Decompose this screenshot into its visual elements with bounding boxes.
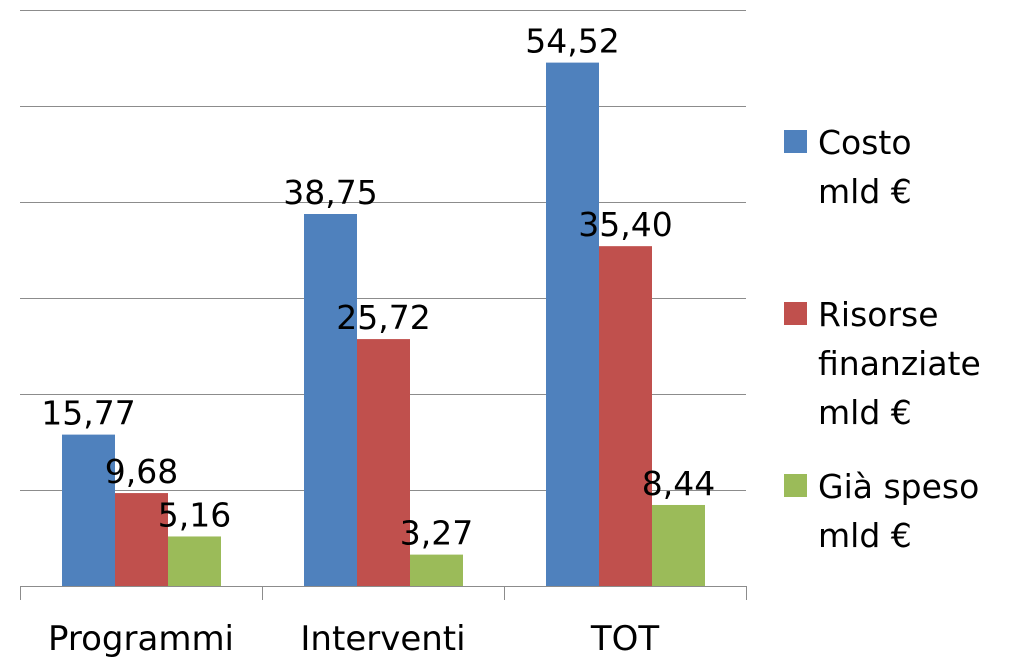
data-label: 15,77	[41, 394, 135, 433]
data-label: 25,72	[336, 298, 430, 337]
legend-line: mld €	[818, 393, 912, 432]
bar-interventi-series-2	[357, 339, 410, 586]
data-labels: 15,77 38,75 54,52 9,68 25,72 35,40 5,16 3,27 8,4…	[41, 22, 715, 553]
data-label: 54,52	[525, 22, 619, 61]
legend-line: Risorse	[818, 295, 939, 334]
category-label: Interventi	[300, 619, 465, 659]
legend-swatch-costo	[784, 130, 807, 153]
data-label: 35,40	[578, 205, 672, 244]
legend-swatch-gia-speso	[784, 474, 807, 497]
bar-programmi-series-2	[115, 493, 168, 586]
legend-swatch-risorse	[784, 302, 807, 325]
bar-interventi-series-3	[410, 554, 463, 586]
data-label: 3,27	[400, 514, 473, 553]
bar-tot-series-3	[652, 504, 705, 586]
data-label: 38,75	[283, 173, 377, 212]
legend-line: finanziate	[818, 344, 981, 383]
legend-line: Costo	[818, 123, 912, 162]
legend-label-costo: Costo mld €	[818, 118, 1003, 216]
bars	[62, 62, 705, 586]
bar-tot-series-1	[546, 62, 599, 586]
data-label: 9,68	[105, 452, 178, 491]
bar-programmi-series-1	[62, 434, 115, 586]
bar-interventi-series-1	[304, 214, 357, 586]
category-label: Programmi	[48, 619, 234, 659]
bar-programmi-series-3	[168, 536, 221, 586]
legend-label-gia-speso: Già speso mld €	[818, 462, 1003, 560]
legend-line: mld €	[818, 172, 912, 211]
legend-line: mld €	[818, 516, 912, 555]
category-labels: Programmi Interventi TOT	[48, 619, 659, 659]
legend-label-risorse: Risorse finanziate mld €	[818, 290, 1003, 437]
data-label: 8,44	[642, 464, 715, 503]
data-label: 5,16	[158, 495, 231, 534]
legend-line: Già speso	[818, 467, 980, 506]
category-label: TOT	[590, 619, 660, 659]
bar-tot-series-2	[599, 246, 652, 586]
x-axis	[20, 586, 747, 600]
